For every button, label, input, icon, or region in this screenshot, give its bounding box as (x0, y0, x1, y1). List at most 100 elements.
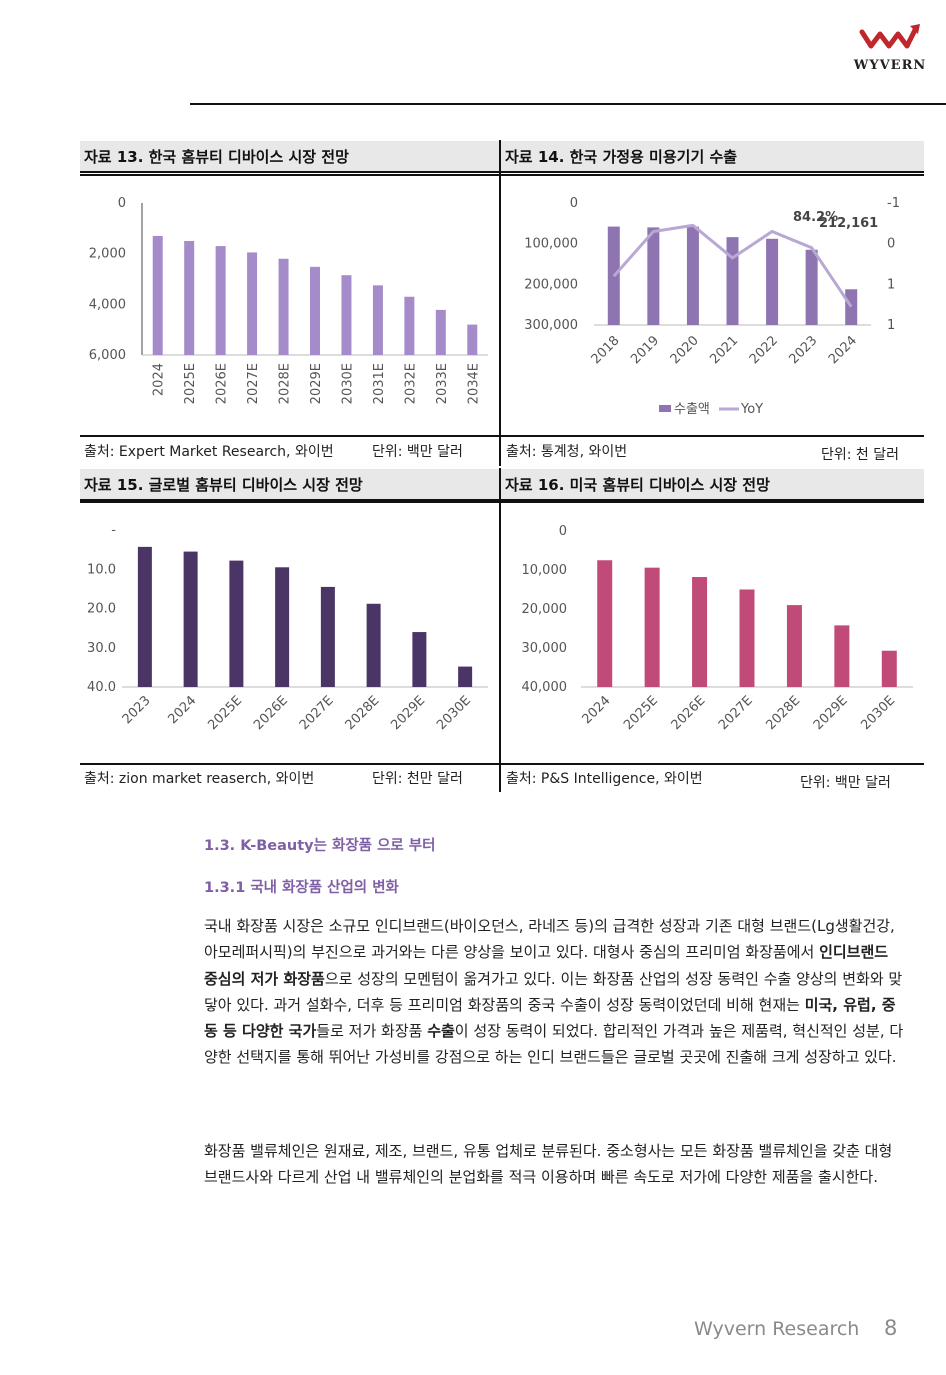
chart14-ytick: 100,000 (524, 237, 578, 252)
section-heading: 1.3. K-Beauty는 화장품 으로 부터 (204, 838, 436, 854)
top-divider (80, 174, 924, 176)
panel-14-unit: 단위: 천 달러 (821, 447, 900, 463)
chart16-bar (692, 577, 708, 687)
chart14-yoy-line (612, 223, 853, 308)
para1-text-3: 들로 저가 화장품 (316, 1022, 428, 1041)
chart14-xtick: 2024 (826, 333, 860, 367)
chart14-y2tick: -1 (887, 196, 900, 211)
chart15-ytick: 10.0 (87, 562, 116, 577)
chart15-ytick: 30.0 (87, 641, 116, 656)
chart14-xtick: 2021 (707, 333, 741, 367)
chart14-bar (805, 249, 818, 325)
mid-divider-1 (80, 435, 924, 437)
chart15-xtick: 2029E (388, 693, 428, 733)
chart15-bar (458, 666, 473, 687)
chart14-xtick: 2022 (747, 333, 781, 367)
para1-bold-3: 수출 (427, 1022, 455, 1041)
chart-13-svg: 6,000 4,000 2,000 0 2024 2025E 2026E 2027E 2028E… (89, 196, 488, 404)
chart13-bar (278, 258, 289, 355)
chart15-ytick: 40.0 (87, 680, 116, 695)
header-rule (190, 103, 946, 105)
footer-brand: Wyvern Research (694, 1318, 860, 1340)
chart14-ytick: 200,000 (524, 277, 578, 292)
chart-15-svg: 40.0 30.0 20.0 10.0 - 2023 2024 2025E 2026E 2027E… (87, 523, 488, 733)
chart13-bar (184, 241, 195, 355)
chart16-bar (644, 567, 660, 687)
chart16-xtick: 2026E (669, 693, 709, 733)
panel-16-source: 출처: P&S Intelligence, 와이번 (506, 771, 703, 787)
chart14-ytick: 0 (570, 196, 578, 211)
chart15-xtick: 2027E (297, 693, 337, 733)
chart13-bar (435, 309, 446, 355)
panel-13-unit: 단위: 백만 달러 (372, 444, 463, 460)
chart13-bar (152, 235, 163, 355)
chart13-bar (341, 275, 352, 355)
chart15-xtick: 2026E (251, 693, 291, 733)
chart16-xtick: 2025E (621, 693, 661, 733)
chart13-bar (310, 266, 320, 355)
chart13-bar (247, 252, 258, 355)
chart13-xtick: 2033E (435, 363, 450, 404)
chart16-bar (834, 625, 850, 687)
chart13-bar (215, 246, 226, 355)
chart13-ytick: 2,000 (89, 247, 126, 262)
chart15-xtick: 2024 (165, 693, 199, 727)
middle-divider-bottom (499, 468, 501, 792)
chart15-ytick: - (111, 523, 116, 538)
panel-13-title: 자료 13. 한국 홈뷰티 디바이스 시장 전망 (80, 141, 499, 173)
wyvern-logo: WYVERN (840, 22, 940, 73)
chart14-bar (686, 226, 699, 325)
panel-16-unit: 단위: 백만 달러 (800, 775, 891, 791)
chart14-bar (766, 238, 779, 325)
chart15-xtick: 2025E (205, 693, 245, 733)
mid-divider-2 (80, 501, 924, 503)
chart14-legend-bar-label: 수출액 (674, 402, 710, 417)
body-paragraph-2: 화장품 밸류체인은 원재료, 제조, 브랜드, 유통 업체로 분류된다. 중소형… (204, 1142, 893, 1187)
chart15-bar (229, 560, 244, 687)
chart16-ytick: 10,000 (522, 563, 568, 578)
chart16-bar (739, 589, 755, 687)
chart14-bar (845, 289, 858, 325)
chart16-ytick: 20,000 (522, 602, 568, 617)
panel-13-source: 출처: Expert Market Research, 와이번 (84, 444, 334, 460)
chart15-bar (412, 632, 427, 687)
chart14-annotation-value: 212,161 (819, 216, 878, 231)
chart14-xtick: 2023 (786, 333, 820, 367)
chart13-ytick: 6,000 (89, 348, 126, 363)
chart13-ytick: 0 (118, 196, 126, 211)
chart15-bar (320, 586, 335, 687)
panel-15-source: 출처: zion market reaserch, 와이번 (84, 771, 315, 787)
chart14-y2tick: 0 (887, 237, 895, 252)
panel-14-source: 출처: 통계청, 와이번 (506, 444, 628, 460)
chart14-xtick: 2019 (628, 333, 662, 367)
chart13-bar (404, 296, 415, 355)
chart15-xtick: 2028E (343, 693, 383, 733)
chart15-xtick: 2023 (120, 693, 154, 727)
chart13-bar (372, 285, 383, 355)
chart15-ytick: 20.0 (87, 602, 116, 617)
chart13-xtick: 2030E (340, 363, 355, 404)
chart13-ytick: 4,000 (89, 297, 126, 312)
panel-15-unit: 단위: 천만 달러 (372, 771, 463, 787)
section-subheading: 1.3.1 국내 화장품 산업의 변화 (204, 880, 399, 896)
chart13-xtick: 2031E (372, 363, 387, 404)
chart15-xtick: 2030E (434, 693, 474, 733)
chart13-xtick: 2026E (215, 363, 230, 404)
para1-text-4: 이 성장 동력이 되었다. 합리적인 가격과 높은 제품력, 혁신적인 성분, … (204, 1022, 904, 1067)
chart16-ytick: 30,000 (522, 641, 568, 656)
page-number: 8 (884, 1316, 898, 1340)
chart13-xtick: 2027E (246, 363, 261, 404)
chart14-legend-line-label: YoY (740, 402, 763, 417)
chart13-xtick: 2024 (152, 363, 167, 396)
chart14-annotation-yoy: 84.2% (793, 210, 838, 225)
para1-text-2: 으로 성장의 모멘텀이 옮겨가고 있다. 이는 화장품 산업의 성장 동력인 수… (204, 969, 903, 1014)
chart14-xtick: 2020 (668, 333, 702, 367)
chart16-bar (597, 560, 613, 687)
body-paragraph-1: 국내 화장품 시장은 소규모 인디브랜드(바이오던스, 라네즈 등)의 급격한 … (204, 913, 904, 1071)
panel-15-title: 자료 15. 글로벌 홈뷰티 디바이스 시장 전망 (80, 469, 499, 501)
chart13-bar (467, 324, 478, 355)
chart14-xtick: 2018 (589, 333, 623, 367)
chart15-bar (183, 551, 198, 687)
wyvern-logo-icon (859, 24, 920, 49)
